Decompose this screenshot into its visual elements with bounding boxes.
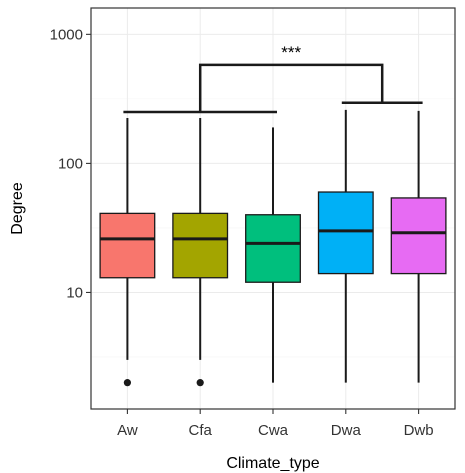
x-tick-label: Dwa xyxy=(331,422,362,439)
box-iqr xyxy=(245,214,301,283)
outlier-point xyxy=(123,379,131,387)
y-tick-label: 10 xyxy=(66,284,83,301)
y-axis-title: Degree xyxy=(9,182,26,235)
significance-bracket: *** xyxy=(123,43,423,114)
box-dwa xyxy=(317,109,374,383)
box-cfa xyxy=(172,117,229,387)
x-tick-label: Cfa xyxy=(189,422,213,439)
y-tick-label: 1000 xyxy=(50,26,83,43)
box-iqr xyxy=(390,197,447,275)
x-axis-title: Climate_type xyxy=(226,455,319,472)
boxes-layer xyxy=(99,109,447,387)
y-axis-ticks: 10 100 1000 xyxy=(50,26,91,301)
x-tick-label: Aw xyxy=(117,422,138,439)
box-iqr xyxy=(99,212,156,279)
bracket-connector xyxy=(198,63,384,113)
x-tick-label: Dwb xyxy=(404,422,434,439)
significance-label: *** xyxy=(281,43,301,62)
box-aw xyxy=(99,117,156,387)
box-cwa xyxy=(245,127,301,383)
box-iqr xyxy=(317,191,374,275)
y-tick-label: 100 xyxy=(58,155,83,172)
x-tick-label: Cwa xyxy=(258,422,289,439)
outlier-point xyxy=(196,379,204,387)
box-dwb xyxy=(390,110,447,383)
x-axis-ticks: Aw Cfa Cwa Dwa Dwb xyxy=(117,409,434,439)
box-iqr xyxy=(172,212,229,279)
